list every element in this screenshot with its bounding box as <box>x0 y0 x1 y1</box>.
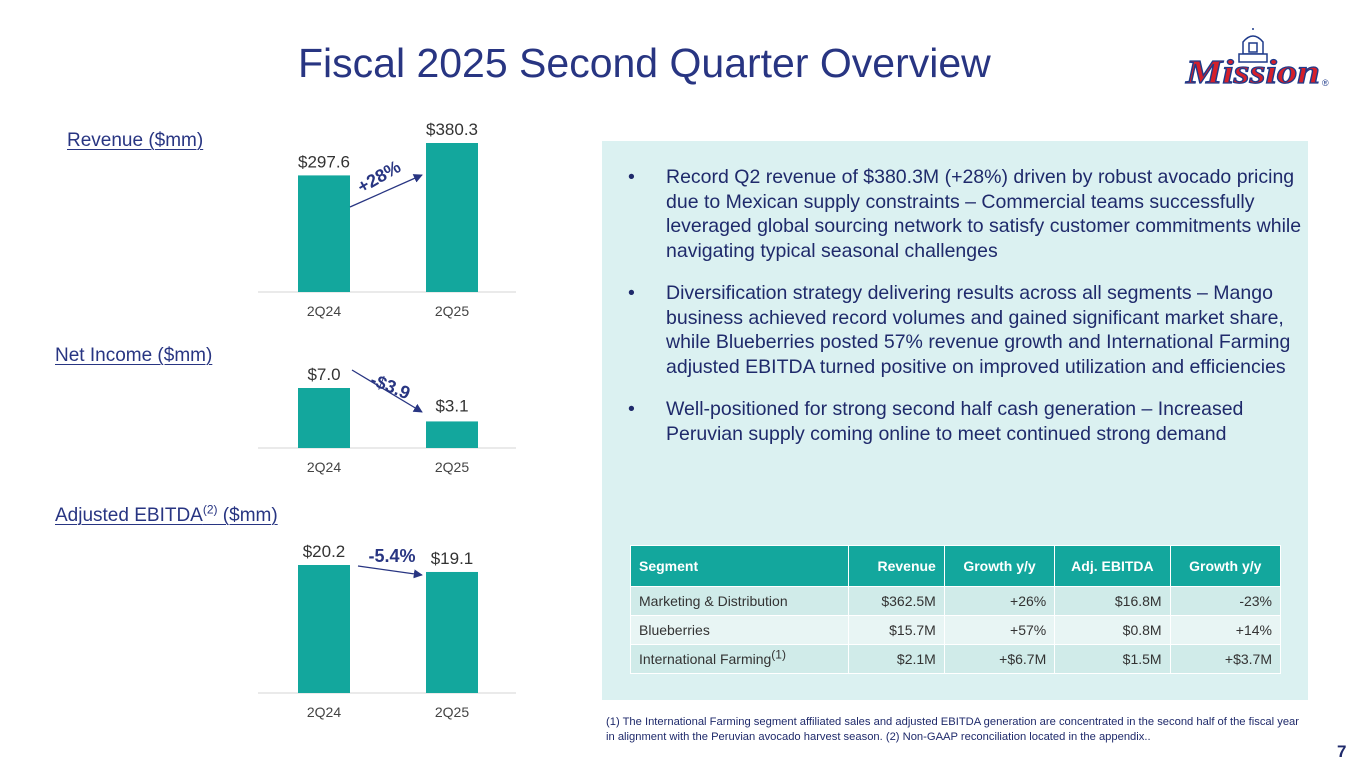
cell-segment: Blueberries <box>630 615 849 645</box>
header-growth: Growth y/y <box>943 545 1056 587</box>
change-arrow <box>351 369 423 413</box>
header-adj-ebitda: Adj. EBITDA <box>1054 545 1171 587</box>
header-ebitda-growth: Growth y/y <box>1169 545 1282 587</box>
table-row: Blueberries $15.7M +57% $0.8M +14% <box>630 615 1282 645</box>
bar-value-label: $380.3 <box>426 120 478 139</box>
registered-mark: ® <box>1322 78 1329 88</box>
cell-ebitda: $0.8M <box>1054 615 1171 645</box>
highlights-list: Record Q2 revenue of $380.3M (+28%) driv… <box>622 165 1302 464</box>
bar-value-label: $20.2 <box>303 542 346 561</box>
header-revenue: Revenue <box>847 545 945 587</box>
bar-value-label: $3.1 <box>435 396 468 415</box>
cell-ebitda-growth: +14% <box>1169 615 1282 645</box>
table-header-row: Segment Revenue Growth y/y Adj. EBITDA G… <box>630 545 1282 587</box>
x-tick-label: 2Q24 <box>307 459 341 475</box>
change-arrow <box>357 565 423 579</box>
revenue-chart-title: Revenue ($mm) <box>67 130 204 151</box>
cell-revenue: $2.1M <box>847 644 945 674</box>
x-tick-label: 2Q25 <box>435 704 469 720</box>
change-arrow <box>349 174 423 208</box>
table-row: Marketing & Distribution $362.5M +26% $1… <box>630 586 1282 616</box>
cell-growth: +26% <box>943 586 1056 616</box>
page-number: 7 <box>1337 742 1347 761</box>
cell-segment: International Farming(1) <box>630 644 849 674</box>
revenue-bar-chart: $297.6 2Q24 $380.3 2Q25 +28% <box>0 0 560 330</box>
cell-ebitda-growth: +$3.7M <box>1169 644 1282 674</box>
net-income-bar-chart: $7.0 2Q24 $3.1 2Q25 -$3.9 <box>0 0 560 480</box>
header-segment: Segment <box>630 545 849 587</box>
ebitda-bar-chart: $20.2 2Q24 $19.1 2Q25 -5.4% <box>0 0 560 730</box>
cell-revenue: $15.7M <box>847 615 945 645</box>
bar-value-label: $297.6 <box>298 152 350 171</box>
highlight-bullet: Record Q2 revenue of $380.3M (+28%) driv… <box>622 165 1302 263</box>
bar-2q25 <box>426 571 478 693</box>
bar-2q24 <box>298 175 350 292</box>
bar-2q24 <box>298 388 350 448</box>
net-income-chart-title: Net Income ($mm) <box>55 345 213 366</box>
cell-segment: Marketing & Distribution <box>630 586 849 616</box>
bar-value-label: $7.0 <box>307 365 340 384</box>
cell-growth: +57% <box>943 615 1056 645</box>
cell-revenue: $362.5M <box>847 586 945 616</box>
bell-tower-icon <box>1238 24 1268 63</box>
x-tick-label: 2Q25 <box>435 303 469 319</box>
bar-2q25 <box>426 421 478 448</box>
highlight-bullet: Diversification strategy delivering resu… <box>622 281 1302 379</box>
change-label: -5.4% <box>368 546 415 566</box>
bar-2q25 <box>426 143 478 292</box>
table-row: International Farming(1) $2.1M +$6.7M $1… <box>630 644 1282 674</box>
x-tick-label: 2Q25 <box>435 459 469 475</box>
logo-graphic: Mission ® <box>1184 24 1329 92</box>
cell-ebitda: $1.5M <box>1054 644 1171 674</box>
cell-ebitda-growth: -23% <box>1169 586 1282 616</box>
bar-2q24 <box>298 565 350 693</box>
bar-value-label: $19.1 <box>431 549 474 568</box>
logo-wordmark: Mission <box>1185 54 1320 91</box>
x-tick-label: 2Q24 <box>307 303 341 319</box>
mission-logo: Mission ® <box>1183 24 1331 94</box>
cell-growth: +$6.7M <box>943 644 1056 674</box>
cell-ebitda: $16.8M <box>1054 586 1171 616</box>
page-title: Fiscal 2025 Second Quarter Overview <box>298 40 991 86</box>
highlight-bullet: Well-positioned for strong second half c… <box>622 397 1302 446</box>
segment-table: Segment Revenue Growth y/y Adj. EBITDA G… <box>630 545 1282 674</box>
ebitda-chart-title: Adjusted EBITDA(2) ($mm) <box>55 502 278 526</box>
footnote: (1) The International Farming segment af… <box>606 716 1299 743</box>
x-tick-label: 2Q24 <box>307 704 341 720</box>
